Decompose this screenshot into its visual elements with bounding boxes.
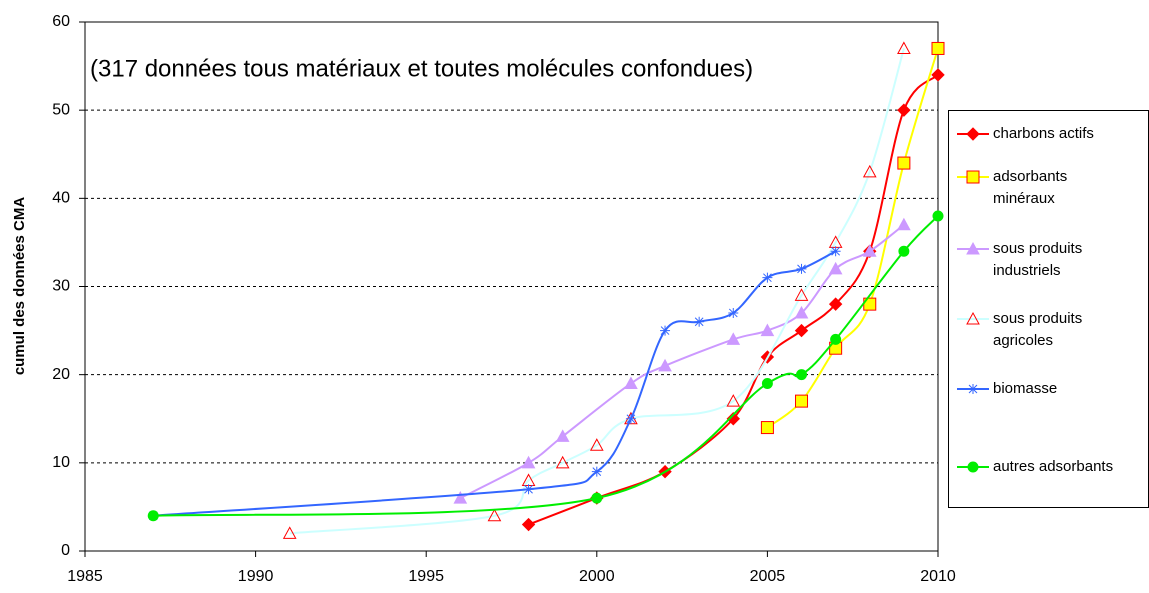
- x-tick-label: 1990: [238, 568, 274, 585]
- marker: [968, 384, 978, 394]
- y-tick-label: 50: [52, 101, 70, 118]
- legend-item: charbons actifs: [949, 123, 1131, 145]
- legend-item: biomasse: [949, 378, 1131, 400]
- legend-label: sous produits industriels: [993, 240, 1083, 279]
- x-tick-label: 1985: [67, 568, 103, 585]
- y-tick-label: 20: [52, 366, 70, 383]
- marker: [862, 244, 877, 257]
- legend-item: sous produits industriels: [949, 238, 1131, 282]
- marker: [147, 510, 159, 522]
- legend-item: autres adsorbants: [949, 456, 1131, 478]
- legend-item: sous produits agricoles: [949, 308, 1131, 352]
- marker: [794, 323, 809, 338]
- legend-label: charbons actifs: [993, 125, 1094, 142]
- marker: [760, 323, 775, 337]
- series-line: [153, 215, 939, 517]
- y-tick-label: 30: [52, 278, 70, 295]
- marker: [794, 305, 809, 319]
- y-axis-label: cumul des données CMA: [11, 197, 28, 376]
- marker: [966, 311, 980, 325]
- marker: [966, 170, 980, 184]
- x-tick-label: 2000: [579, 568, 615, 585]
- marker: [726, 332, 741, 345]
- marker: [966, 127, 980, 141]
- y-tick-label: 10: [52, 454, 70, 471]
- marker: [897, 156, 911, 170]
- marker: [966, 241, 980, 255]
- marker: [521, 517, 536, 532]
- marker: [523, 484, 534, 495]
- series-line: [459, 223, 905, 499]
- marker: [931, 68, 945, 82]
- marker: [726, 412, 740, 426]
- marker: [728, 307, 739, 318]
- series-line: [289, 48, 905, 535]
- marker: [862, 164, 877, 178]
- legend-swatch: [957, 170, 989, 184]
- legend: charbons actifs adsorbants minéraux sous p…: [948, 110, 1149, 508]
- marker: [897, 217, 911, 231]
- legend-swatch: [957, 461, 989, 473]
- marker: [761, 377, 773, 389]
- marker: [796, 263, 807, 274]
- series-line: [766, 48, 939, 429]
- marker: [555, 429, 570, 442]
- x-tick-label: 2010: [920, 568, 956, 585]
- marker: [726, 394, 741, 407]
- legend-swatch: [957, 311, 989, 325]
- marker: [760, 421, 774, 435]
- marker: [795, 394, 809, 408]
- x-tick-label: 1995: [408, 568, 444, 585]
- marker: [453, 491, 468, 504]
- marker: [762, 272, 773, 283]
- legend-item: adsorbants minéraux: [949, 166, 1131, 210]
- marker: [282, 526, 297, 539]
- marker: [830, 246, 841, 257]
- annotation: (317 données tous matériaux et toutes mo…: [90, 55, 753, 82]
- marker: [521, 455, 536, 469]
- series-line: [153, 250, 837, 517]
- x-tick-label: 2005: [750, 568, 786, 585]
- marker: [897, 41, 911, 54]
- marker: [625, 413, 636, 424]
- plot-frame: [84, 21, 939, 552]
- marker: [591, 466, 602, 477]
- legend-label: biomasse: [993, 380, 1058, 397]
- legend-swatch: [957, 127, 989, 141]
- marker: [828, 261, 843, 275]
- y-tick-label: 0: [61, 542, 70, 559]
- marker: [694, 316, 705, 327]
- y-tick-label: 60: [52, 13, 70, 30]
- marker: [589, 438, 604, 451]
- marker: [828, 297, 843, 311]
- marker: [487, 508, 502, 522]
- marker: [660, 325, 671, 336]
- marker: [897, 103, 911, 117]
- legend-label: sous produits agricoles: [993, 310, 1083, 349]
- y-tick-label: 40: [52, 190, 70, 207]
- marker: [555, 455, 570, 469]
- marker: [658, 358, 672, 372]
- legend-swatch: [957, 241, 989, 255]
- marker: [931, 41, 945, 55]
- marker: [591, 492, 603, 504]
- marker: [624, 376, 638, 389]
- marker: [830, 333, 842, 345]
- marker: [794, 288, 809, 301]
- legend-swatch: [957, 384, 989, 394]
- marker: [796, 369, 808, 381]
- legend-label: adsorbants minéraux: [993, 168, 1068, 207]
- legend-label: autres adsorbants: [993, 458, 1114, 475]
- marker: [898, 245, 910, 257]
- series-line: [528, 74, 939, 526]
- marker: [932, 210, 944, 222]
- marker: [967, 461, 979, 473]
